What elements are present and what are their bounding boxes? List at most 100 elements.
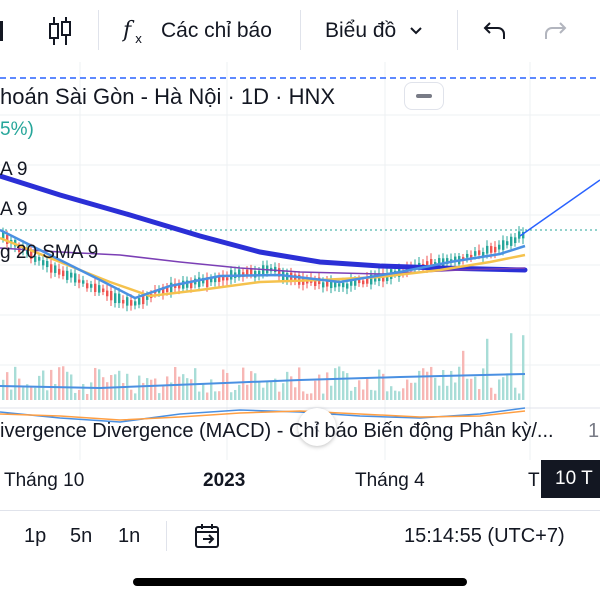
candle-body <box>258 270 261 276</box>
volume-bar <box>294 387 297 400</box>
candle-body <box>370 274 373 285</box>
range-1y-button[interactable]: 1n <box>118 525 141 547</box>
price-change: 5%) <box>0 119 34 140</box>
volume-bar <box>330 385 333 400</box>
volume-bar <box>302 391 305 400</box>
volume-bar <box>414 382 417 400</box>
candle-body <box>494 246 497 253</box>
candle-body <box>222 275 225 281</box>
volume-bar <box>402 388 405 400</box>
date-range-button[interactable] <box>194 523 222 554</box>
bottom-bar: 1p 5n 1n 15:14:55 (UTC+7) <box>0 510 600 560</box>
indicators-label: Các chỉ báo <box>161 19 272 42</box>
volume-bar <box>198 391 201 400</box>
candle-body <box>506 241 509 246</box>
price-chart[interactable]: hoán Sài Gòn - Hà Nội · 1D · HNX 5%) A 9… <box>0 62 600 502</box>
candle-body <box>134 301 137 306</box>
candle-body <box>478 250 481 255</box>
collapse-legend-button[interactable] <box>404 82 444 110</box>
volume-bar <box>486 338 489 400</box>
volume-bar <box>362 389 365 400</box>
candlestick-icon[interactable] <box>46 0 74 62</box>
volume-bar <box>454 382 457 400</box>
volume-bar <box>358 380 361 400</box>
candle-body <box>82 280 85 284</box>
chart-canvas[interactable] <box>0 62 600 502</box>
candle-body <box>466 253 469 258</box>
candle-body <box>514 237 517 244</box>
volume-bar <box>226 372 229 400</box>
indicators-button[interactable]: f x Các chỉ báo <box>122 0 272 62</box>
signal-line <box>0 410 526 421</box>
range-1d-button[interactable]: 1p <box>24 525 47 547</box>
candle-body <box>522 232 525 239</box>
volume-bar <box>522 335 525 400</box>
volume-bar <box>58 367 61 400</box>
volume-bar <box>202 384 205 400</box>
candle-body <box>130 300 133 306</box>
candle-body <box>350 278 353 286</box>
volume-bar <box>286 371 289 400</box>
macd-extra: 1 <box>588 420 600 442</box>
volume-bar <box>270 381 273 400</box>
candle-body <box>306 280 309 284</box>
volume-bar <box>178 376 181 400</box>
volume-bar <box>210 379 213 400</box>
candle-body <box>50 264 53 273</box>
volume-bar <box>162 386 165 400</box>
candle-body <box>326 281 329 287</box>
candle-body <box>90 284 93 288</box>
volume-bar <box>490 387 493 400</box>
candle-body <box>26 248 29 254</box>
candle-body <box>106 290 109 297</box>
scroll-back-button[interactable]: ‹ <box>298 408 336 446</box>
candle-body <box>446 258 449 265</box>
volume-bar <box>334 368 337 400</box>
range-5d-button[interactable]: 5n <box>70 525 93 547</box>
candle-body <box>190 282 193 289</box>
top-toolbar: f x Các chỉ báo Biểu đồ <box>0 0 600 62</box>
candle-body <box>126 297 129 306</box>
volume-bar <box>26 384 29 400</box>
volume-bar <box>386 391 389 400</box>
volume-bar <box>86 393 89 400</box>
volume-bar <box>66 371 69 400</box>
volume-bar <box>406 379 409 400</box>
volume-bar <box>314 380 317 400</box>
volume-bar <box>306 393 309 400</box>
volume-bar <box>10 389 13 400</box>
chart-type-dropdown[interactable]: Biểu đồ <box>325 0 424 62</box>
volume-bar <box>54 383 57 400</box>
candle-body <box>30 249 33 259</box>
candle-body <box>238 269 241 278</box>
candle-body <box>470 254 473 259</box>
candle-body <box>162 286 165 296</box>
candle-body <box>186 280 189 288</box>
candle-body <box>426 261 429 268</box>
volume-bar <box>98 369 101 400</box>
candle-body <box>206 277 209 288</box>
volume-bar <box>458 366 461 400</box>
candle-body <box>218 275 221 282</box>
volume-bar <box>242 367 245 400</box>
candle-body <box>98 285 101 293</box>
volume-bar <box>146 378 149 400</box>
candle-body <box>182 280 185 289</box>
volume-bar <box>366 377 369 400</box>
candle-body <box>46 261 49 268</box>
undo-button[interactable] <box>482 0 508 62</box>
candle-body <box>54 265 57 273</box>
candle-body <box>274 266 277 273</box>
clock-timezone[interactable]: 15:14:55 (UTC+7) <box>404 525 565 547</box>
redo-button[interactable] <box>542 0 568 62</box>
volume-bar <box>346 373 349 400</box>
volume-bar <box>442 370 445 400</box>
candle-body <box>346 283 349 289</box>
candle-body <box>330 278 333 289</box>
volume-bar <box>510 333 513 400</box>
volume-bar <box>418 370 421 400</box>
candle-body <box>78 279 81 283</box>
volume-bar <box>74 392 77 400</box>
candle-body <box>474 251 477 256</box>
undo-icon <box>483 22 505 39</box>
